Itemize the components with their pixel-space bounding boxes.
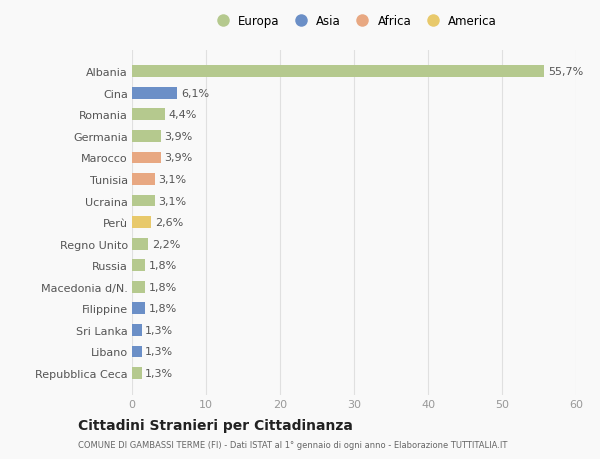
Text: 2,6%: 2,6% — [155, 218, 183, 228]
Text: 3,9%: 3,9% — [164, 153, 193, 163]
Bar — [132, 131, 161, 142]
Text: 4,4%: 4,4% — [168, 110, 197, 120]
Bar — [132, 324, 142, 336]
Bar — [132, 281, 145, 293]
Text: 1,8%: 1,8% — [149, 304, 177, 313]
Text: 55,7%: 55,7% — [548, 67, 583, 77]
Text: 1,3%: 1,3% — [145, 325, 173, 335]
Bar — [132, 217, 151, 229]
Text: Cittadini Stranieri per Cittadinanza: Cittadini Stranieri per Cittadinanza — [78, 418, 353, 432]
Text: 3,1%: 3,1% — [158, 174, 187, 185]
Bar — [132, 174, 155, 185]
Text: 1,3%: 1,3% — [145, 368, 173, 378]
Text: 2,2%: 2,2% — [152, 239, 181, 249]
Text: 1,3%: 1,3% — [145, 347, 173, 357]
Bar — [132, 367, 142, 379]
Bar — [132, 66, 544, 78]
Bar — [132, 88, 177, 100]
Bar — [132, 346, 142, 358]
Text: COMUNE DI GAMBASSI TERME (FI) - Dati ISTAT al 1° gennaio di ogni anno - Elaboraz: COMUNE DI GAMBASSI TERME (FI) - Dati IST… — [78, 441, 508, 449]
Bar — [132, 260, 145, 272]
Bar — [132, 238, 148, 250]
Text: 3,9%: 3,9% — [164, 132, 193, 141]
Text: 1,8%: 1,8% — [149, 282, 177, 292]
Bar — [132, 152, 161, 164]
Text: 1,8%: 1,8% — [149, 261, 177, 271]
Text: 6,1%: 6,1% — [181, 89, 209, 99]
Bar — [132, 109, 164, 121]
Text: 3,1%: 3,1% — [158, 196, 187, 206]
Bar — [132, 195, 155, 207]
Bar — [132, 303, 145, 314]
Legend: Europa, Asia, Africa, America: Europa, Asia, Africa, America — [211, 15, 497, 28]
